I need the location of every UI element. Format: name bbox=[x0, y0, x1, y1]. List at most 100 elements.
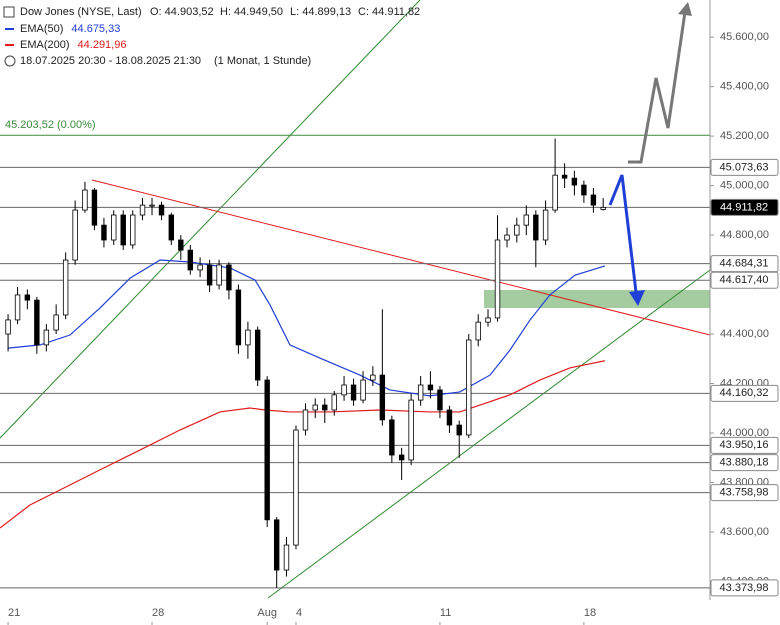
y-tick-label: 44.400,00 bbox=[720, 328, 769, 340]
ohlc-low: L: 44.899,13 bbox=[290, 6, 351, 18]
candle-body bbox=[91, 189, 98, 226]
level-label: 44.160,32 bbox=[720, 387, 769, 399]
trend-line bbox=[91, 179, 711, 336]
candle-body bbox=[178, 239, 184, 251]
legend: Dow Jones (NYSE, Last) O: 44.903,52 H: 4… bbox=[3, 6, 420, 67]
candle-body bbox=[283, 544, 290, 571]
candle-body bbox=[466, 339, 472, 436]
arrow-head bbox=[629, 290, 645, 306]
candle-body bbox=[293, 429, 299, 546]
candle-body bbox=[542, 209, 549, 241]
candle-body bbox=[82, 189, 88, 211]
candle-body bbox=[370, 374, 376, 381]
trend-line bbox=[0, 0, 421, 439]
candle-body bbox=[43, 329, 50, 346]
candle-body bbox=[312, 404, 318, 411]
level-label: 43.758,98 bbox=[720, 487, 769, 499]
level-box bbox=[710, 454, 779, 472]
level-box bbox=[710, 484, 779, 502]
candle-body bbox=[120, 214, 126, 246]
candle-body bbox=[197, 264, 203, 271]
candle-body bbox=[446, 409, 453, 426]
level-box bbox=[710, 158, 779, 176]
candle-body bbox=[408, 399, 414, 461]
y-tick-label: 44.800,00 bbox=[720, 229, 769, 241]
candle-body bbox=[24, 294, 31, 301]
candle-body bbox=[264, 379, 270, 521]
legend-name: EMA(50) bbox=[20, 23, 63, 35]
level-box bbox=[710, 436, 779, 454]
candle-body bbox=[216, 264, 222, 286]
annotations: 45.073,63 44.911,82 44.684,31 44.617,40 44.1… bbox=[608, 0, 779, 600]
x-tick-label: Aug bbox=[257, 607, 277, 619]
x-tick-label: 21 bbox=[8, 607, 20, 619]
candle-body bbox=[581, 184, 587, 196]
candle-body bbox=[389, 419, 395, 456]
level-box bbox=[710, 198, 779, 216]
projection-arrow bbox=[628, 11, 687, 164]
level-label: 43.950,16 bbox=[720, 439, 769, 451]
legend-value: 44.675,33 bbox=[71, 23, 120, 35]
candle-body bbox=[360, 379, 366, 401]
legend-name: EMA(200) bbox=[20, 39, 70, 51]
interval: (1 Monat, 1 Stunde) bbox=[214, 55, 311, 67]
candle-body bbox=[14, 294, 21, 321]
y-tick-label: 45.600,00 bbox=[720, 31, 769, 43]
candle-body bbox=[62, 259, 69, 316]
projection-arrow bbox=[608, 174, 638, 293]
candle-body bbox=[149, 204, 155, 207]
y-tick-label: 43.600,00 bbox=[720, 526, 769, 538]
instrument-title: Dow Jones (NYSE, Last) bbox=[20, 6, 142, 18]
y-tick-label: 44.000,00 bbox=[720, 427, 769, 439]
candle-body bbox=[158, 204, 165, 216]
level-label: 43.373,98 bbox=[720, 582, 769, 594]
y-tick-label: 45.200,00 bbox=[720, 130, 769, 142]
candle-body bbox=[245, 329, 251, 346]
ohlc-close: C: 44.911,82 bbox=[358, 6, 420, 18]
x-tick-label: 11 bbox=[440, 607, 451, 619]
candle-body bbox=[561, 174, 568, 179]
x-tick-label: 18 bbox=[584, 607, 596, 619]
ohlc-high: H: 44.949,50 bbox=[220, 6, 283, 18]
level-label: 45.073,63 bbox=[720, 161, 769, 173]
level-label: 44.684,31 bbox=[720, 258, 769, 270]
candle-body bbox=[34, 299, 40, 346]
candle-body bbox=[475, 321, 481, 341]
trend-line bbox=[267, 269, 711, 599]
level-label: 44.617,40 bbox=[720, 274, 769, 286]
candle-body bbox=[456, 424, 462, 436]
candle-body bbox=[72, 209, 78, 261]
candle-body bbox=[139, 204, 146, 216]
candle-body bbox=[427, 384, 434, 391]
arrow-head bbox=[678, 2, 692, 16]
clock-icon bbox=[4, 55, 16, 67]
legend-value: 44.291,96 bbox=[78, 39, 127, 51]
target-zone bbox=[484, 290, 710, 308]
level-box bbox=[710, 271, 779, 289]
level-box bbox=[710, 384, 779, 402]
candle-body bbox=[341, 384, 347, 396]
level-label: 44.911,82 bbox=[720, 201, 768, 213]
candle-body bbox=[552, 174, 558, 211]
candle-body bbox=[101, 224, 107, 241]
candle-body bbox=[322, 404, 328, 411]
candle-body bbox=[350, 384, 357, 401]
candle-body bbox=[417, 384, 424, 401]
x-tick-label: 28 bbox=[152, 607, 164, 619]
ohlc-open: O: 44.903,52 bbox=[150, 6, 214, 18]
date-range: 18.07.2025 20:30 - 18.08.2025 21:30 bbox=[20, 55, 201, 67]
candle-body bbox=[571, 177, 578, 186]
level-box bbox=[710, 579, 779, 597]
candle-body bbox=[590, 194, 597, 206]
candle-body bbox=[485, 317, 491, 323]
x-tick-label: 4 bbox=[296, 607, 302, 619]
candle-body bbox=[514, 224, 520, 236]
candle-body bbox=[600, 206, 606, 210]
candle-body bbox=[235, 289, 242, 346]
candle-body bbox=[504, 234, 510, 241]
candle-body bbox=[437, 389, 443, 411]
candle-body bbox=[523, 214, 530, 226]
y-tick-label: 45.000,00 bbox=[720, 179, 769, 191]
candle-body bbox=[5, 319, 11, 335]
